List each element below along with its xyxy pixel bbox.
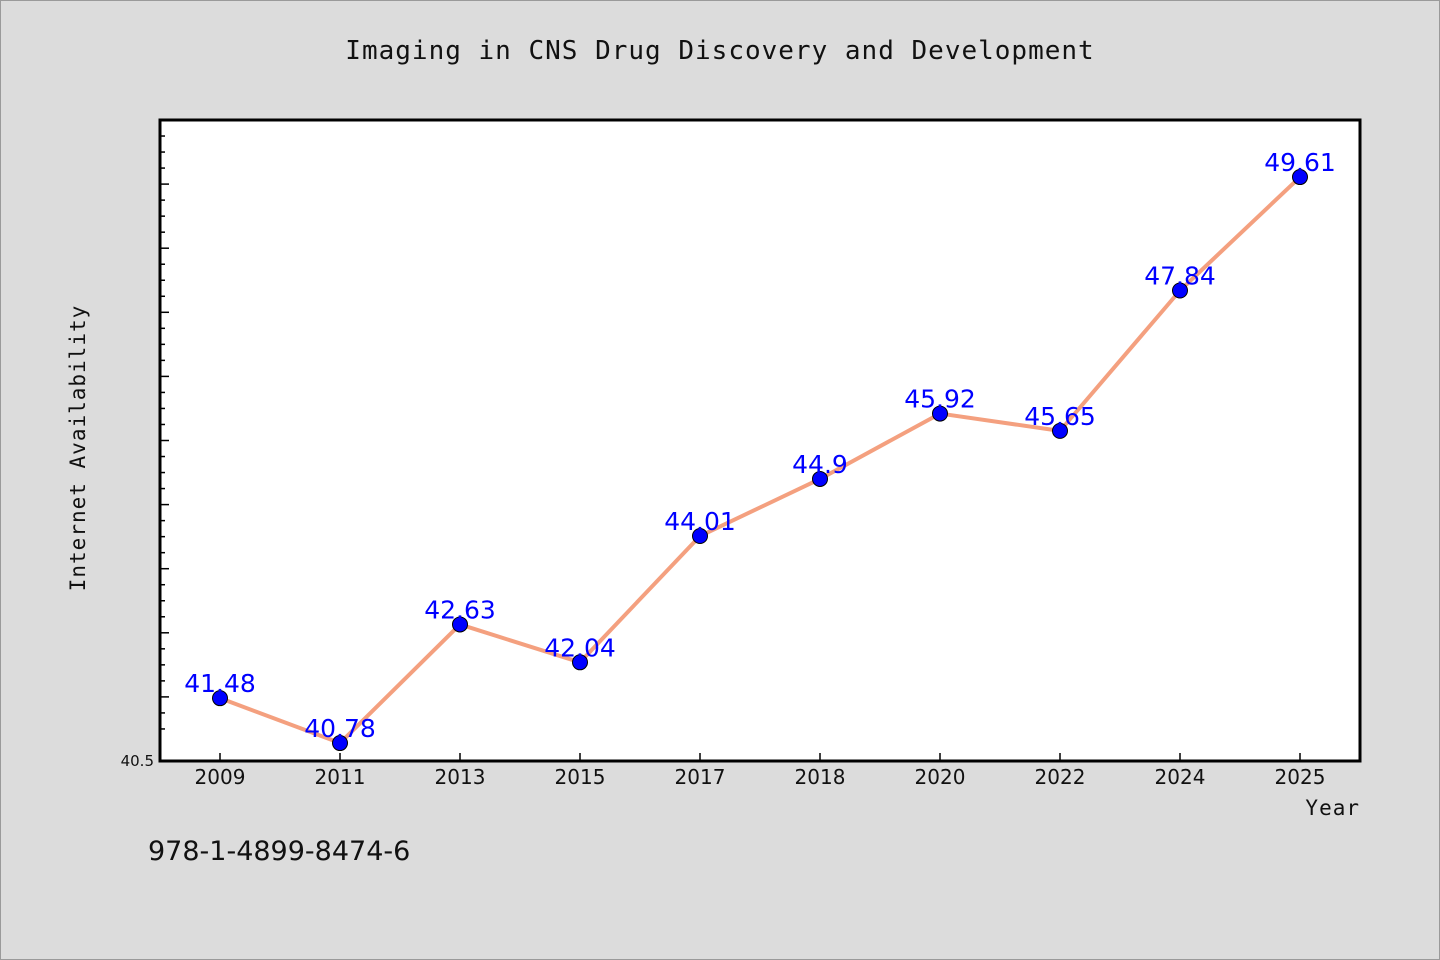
plot-area (158, 118, 1362, 763)
data-point (932, 405, 948, 422)
x-axis-ticks: 2009 2011 2013 2015 2017 2018 2020 2022 2024 2025 (195, 753, 1326, 789)
x-tick-label: 2009 (195, 765, 246, 789)
x-tick-label: 2022 (1035, 765, 1086, 789)
data-point (812, 470, 828, 487)
data-label: 40.78 (304, 714, 376, 743)
data-label: 44.9 (792, 450, 848, 479)
data-point (692, 528, 708, 545)
data-label: 47.84 (1144, 262, 1216, 291)
x-tick-label: 2011 (315, 765, 366, 789)
series-line (219, 175, 1302, 746)
isbn-footnote: 978-1-4899-8474-6 (148, 836, 411, 867)
data-label: 45.65 (1024, 402, 1096, 431)
x-tick-label: 2017 (675, 765, 726, 789)
data-label: 42.04 (544, 633, 616, 662)
data-label: 44.01 (664, 507, 736, 536)
data-point (572, 654, 588, 671)
x-axis-label: Year (1305, 796, 1360, 820)
data-point (1172, 282, 1188, 299)
x-tick-label: 2024 (1155, 765, 1206, 789)
data-label: 45.92 (904, 385, 976, 414)
data-point (1292, 169, 1308, 186)
chart-title: Imaging in CNS Drug Discovery and Develo… (345, 36, 1095, 66)
data-labels: 41.48 40.78 42.63 42.04 44.01 44.9 45.92 45.65 4… (184, 148, 1336, 743)
series-markers (212, 169, 1308, 752)
x-tick-label: 2020 (915, 765, 966, 789)
x-tick-label: 2013 (435, 765, 486, 789)
data-label: 41.48 (184, 669, 256, 698)
x-tick-label: 2025 (1275, 765, 1326, 789)
data-label: 42.63 (424, 595, 496, 624)
data-label: 49.61 (1264, 148, 1336, 177)
data-point (452, 616, 468, 633)
data-point (332, 735, 348, 752)
data-point (1052, 422, 1068, 439)
x-tick-label: 2018 (795, 765, 846, 789)
x-tick-label: 2015 (555, 765, 606, 789)
y-axis-ticks: 40.5 (121, 119, 169, 770)
data-point (212, 690, 228, 707)
y-tick-label: 40.5 (121, 752, 154, 770)
